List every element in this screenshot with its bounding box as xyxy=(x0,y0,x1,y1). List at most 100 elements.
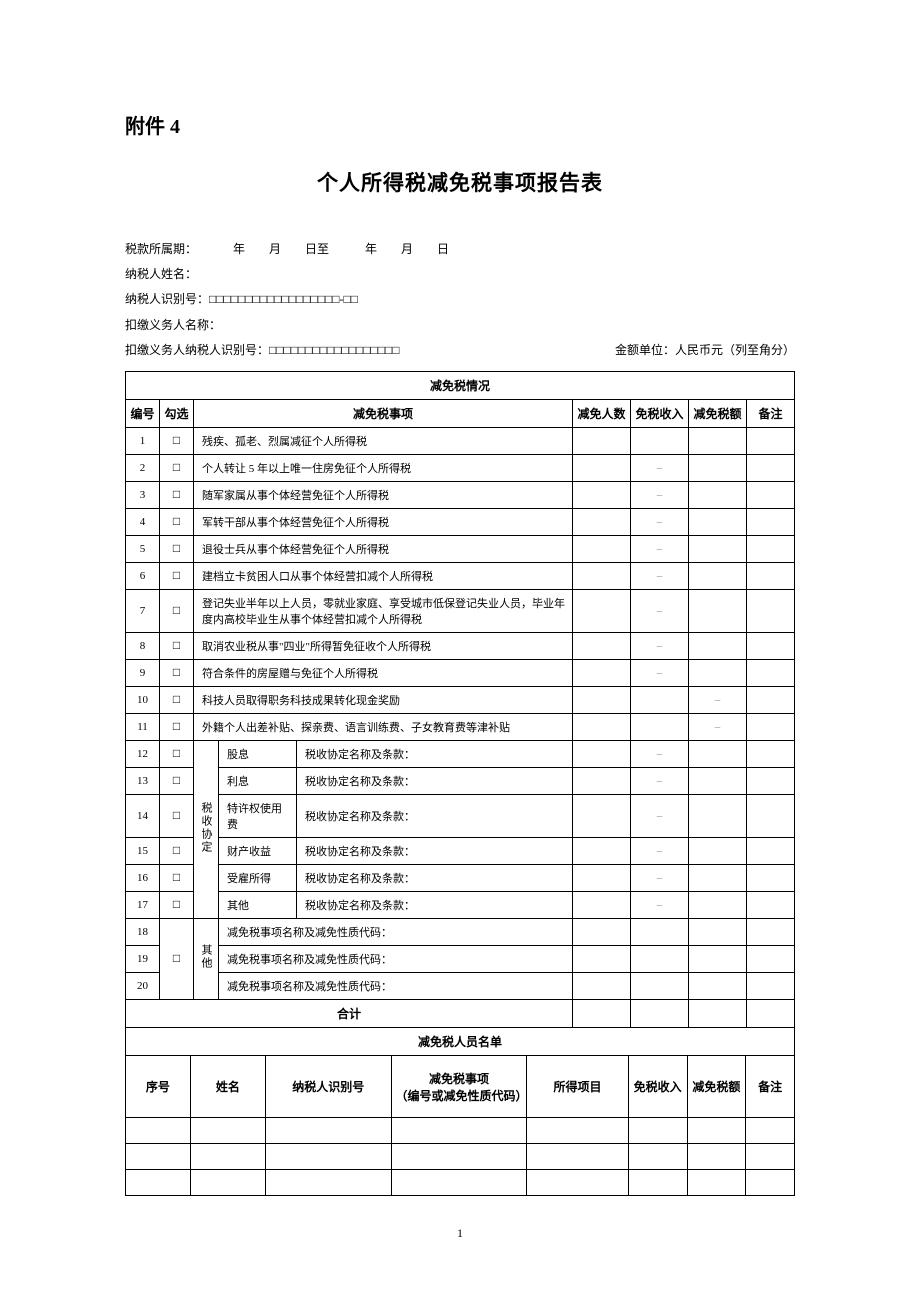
row-count xyxy=(573,589,631,632)
row-amount xyxy=(689,972,747,999)
col-check: 勾选 xyxy=(160,399,194,427)
row-checkbox[interactable]: □ xyxy=(160,767,194,794)
row-no: 10 xyxy=(126,686,160,713)
row-no: 16 xyxy=(126,864,160,891)
col-amount: 减免税额 xyxy=(689,399,747,427)
treaty-clause: 税收协定名称及条款： xyxy=(297,794,573,837)
row-desc: 取消农业税从事"四业"所得暂免征收个人所得税 xyxy=(194,632,573,659)
row-checkbox[interactable]: □ xyxy=(160,713,194,740)
row-checkbox[interactable]: □ xyxy=(160,427,194,454)
name-row-incometype xyxy=(527,1144,628,1170)
name-row-id xyxy=(265,1118,391,1144)
row-count xyxy=(573,891,631,918)
row-amount xyxy=(689,837,747,864)
name-row-incometype xyxy=(527,1170,628,1196)
row-income: – xyxy=(631,767,689,794)
names-col-incometype: 所得项目 xyxy=(527,1056,628,1118)
attachment-label: 附件 4 xyxy=(125,110,795,139)
treaty-name: 其他 xyxy=(219,891,297,918)
other-desc: 减免税事项名称及减免性质代码： xyxy=(219,972,573,999)
row-checkbox[interactable]: □ xyxy=(160,740,194,767)
row-income xyxy=(631,713,689,740)
total-amount xyxy=(689,999,747,1027)
treaty-name: 财产收益 xyxy=(219,837,297,864)
col-income: 免税收入 xyxy=(631,399,689,427)
name-row-income xyxy=(628,1170,687,1196)
row-checkbox[interactable]: □ xyxy=(160,837,194,864)
name-row-note xyxy=(746,1118,795,1144)
names-col-amount: 减免税额 xyxy=(687,1056,746,1118)
row-no: 12 xyxy=(126,740,160,767)
row-checkbox[interactable]: □ xyxy=(160,632,194,659)
col-item: 减免税事项 xyxy=(194,399,573,427)
row-checkbox[interactable]: □ xyxy=(160,562,194,589)
agent-id-boxes: □□□□□□□□□□□□□□□□□□ xyxy=(269,338,399,363)
row-amount xyxy=(689,481,747,508)
row-income: – xyxy=(631,740,689,767)
name-row-amount xyxy=(687,1170,746,1196)
row-checkbox[interactable]: □ xyxy=(160,481,194,508)
row-checkbox[interactable]: □ xyxy=(160,864,194,891)
main-table: 减免税情况 编号 勾选 减免税事项 减免人数 免税收入 减免税额 备注 1□残疾… xyxy=(125,371,795,1056)
row-count xyxy=(573,767,631,794)
period-label: 税款所属期： xyxy=(125,237,197,262)
row-desc: 军转干部从事个体经营免征个人所得税 xyxy=(194,508,573,535)
row-income: – xyxy=(631,659,689,686)
row-income: – xyxy=(631,454,689,481)
name-row-item xyxy=(391,1118,527,1144)
row-checkbox[interactable]: □ xyxy=(160,508,194,535)
row-note xyxy=(747,864,795,891)
row-no: 4 xyxy=(126,508,160,535)
unit-label: 金额单位：人民币元（列至角分） xyxy=(615,338,795,363)
row-checkbox[interactable]: □ xyxy=(160,794,194,837)
row-note xyxy=(747,767,795,794)
row-no: 13 xyxy=(126,767,160,794)
row-count xyxy=(573,508,631,535)
row-note xyxy=(747,740,795,767)
row-checkbox[interactable]: □ xyxy=(160,918,194,999)
row-count xyxy=(573,659,631,686)
row-note xyxy=(747,891,795,918)
row-count xyxy=(573,454,631,481)
row-amount xyxy=(689,794,747,837)
row-checkbox[interactable]: □ xyxy=(160,535,194,562)
row-no: 9 xyxy=(126,659,160,686)
row-amount: – xyxy=(689,713,747,740)
name-row-seq xyxy=(126,1170,191,1196)
row-no: 5 xyxy=(126,535,160,562)
row-amount xyxy=(689,659,747,686)
row-note xyxy=(747,427,795,454)
row-income: – xyxy=(631,535,689,562)
names-col-item: 减免税事项 （编号或减免性质代码） xyxy=(391,1056,527,1118)
row-count xyxy=(573,972,631,999)
name-row-income xyxy=(628,1144,687,1170)
row-count xyxy=(573,837,631,864)
col-no: 编号 xyxy=(126,399,160,427)
row-count xyxy=(573,632,631,659)
names-col-id: 纳税人识别号 xyxy=(265,1056,391,1118)
row-amount xyxy=(689,508,747,535)
row-amount xyxy=(689,918,747,945)
row-note xyxy=(747,713,795,740)
row-income: – xyxy=(631,864,689,891)
name-row-item xyxy=(391,1144,527,1170)
name-row-note xyxy=(746,1144,795,1170)
row-count xyxy=(573,562,631,589)
row-checkbox[interactable]: □ xyxy=(160,686,194,713)
row-checkbox[interactable]: □ xyxy=(160,589,194,632)
names-col-income: 免税收入 xyxy=(628,1056,687,1118)
row-checkbox[interactable]: □ xyxy=(160,891,194,918)
row-income xyxy=(631,945,689,972)
row-checkbox[interactable]: □ xyxy=(160,454,194,481)
total-income xyxy=(631,999,689,1027)
row-desc: 残疾、孤老、烈属减征个人所得税 xyxy=(194,427,573,454)
name-row-name xyxy=(190,1170,265,1196)
treaty-group-label: 税收协定 xyxy=(194,740,219,918)
row-note xyxy=(747,508,795,535)
treaty-name: 股息 xyxy=(219,740,297,767)
row-note xyxy=(747,918,795,945)
name-row-incometype xyxy=(527,1118,628,1144)
row-amount xyxy=(689,589,747,632)
row-checkbox[interactable]: □ xyxy=(160,659,194,686)
total-note xyxy=(747,999,795,1027)
